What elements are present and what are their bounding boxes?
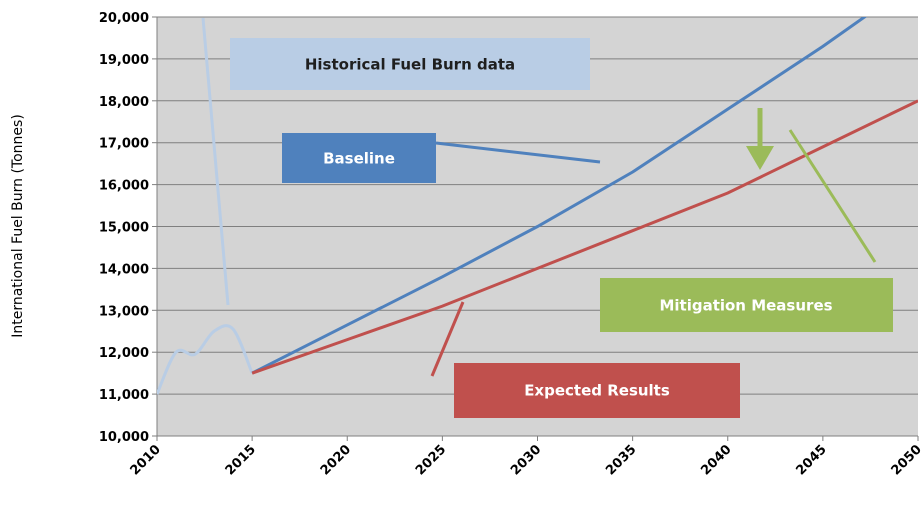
y-tick-label: 11,000 [99,388,149,403]
y-tick-label: 18,000 [99,95,149,110]
annotations: Historical Fuel Burn data Baseline Mitig… [201,17,893,418]
x-tick-label: 2015 [223,442,259,478]
x-tick-label: 2040 [698,442,734,478]
x-tick-label: 2010 [128,442,164,478]
x-tick-label: 2025 [413,442,449,478]
annotation-box [230,38,590,90]
leader-line [430,301,465,377]
annotation: Mitigation Measures [659,297,832,315]
leader-line [201,17,230,306]
series-line [157,324,254,395]
leader-line [435,141,601,164]
x-tick-label: 2050 [889,442,923,478]
leader-line [788,129,877,263]
y-tick-label: 19,000 [99,53,149,68]
annotation: Baseline [323,150,395,168]
annotation: Expected Results [524,382,670,400]
y-tick-label: 13,000 [99,304,149,319]
annotation: Historical Fuel Burn data [305,56,515,74]
arrow-head [746,146,774,170]
series-line [251,17,868,375]
y-tick-label: 14,000 [99,262,149,277]
x-tick-label: 2030 [508,442,544,478]
y-tick-label: 17,000 [99,137,149,152]
x-tick-label: 2035 [603,442,639,478]
y-tick-label: 12,000 [99,346,149,361]
annotation-box [600,278,893,332]
y-tick-label: 10,000 [99,430,149,445]
y-tick-label: 20,000 [99,11,149,26]
x-tick-label: 2045 [794,442,830,478]
x-tick-label: 2020 [318,442,354,478]
annotation-box [454,363,740,418]
y-axis-label: International Fuel Burn (Tonnes) [10,114,26,338]
y-tick-label: 16,000 [99,179,149,194]
y-tick-label: 15,000 [99,221,149,236]
annotation-box [282,133,436,183]
